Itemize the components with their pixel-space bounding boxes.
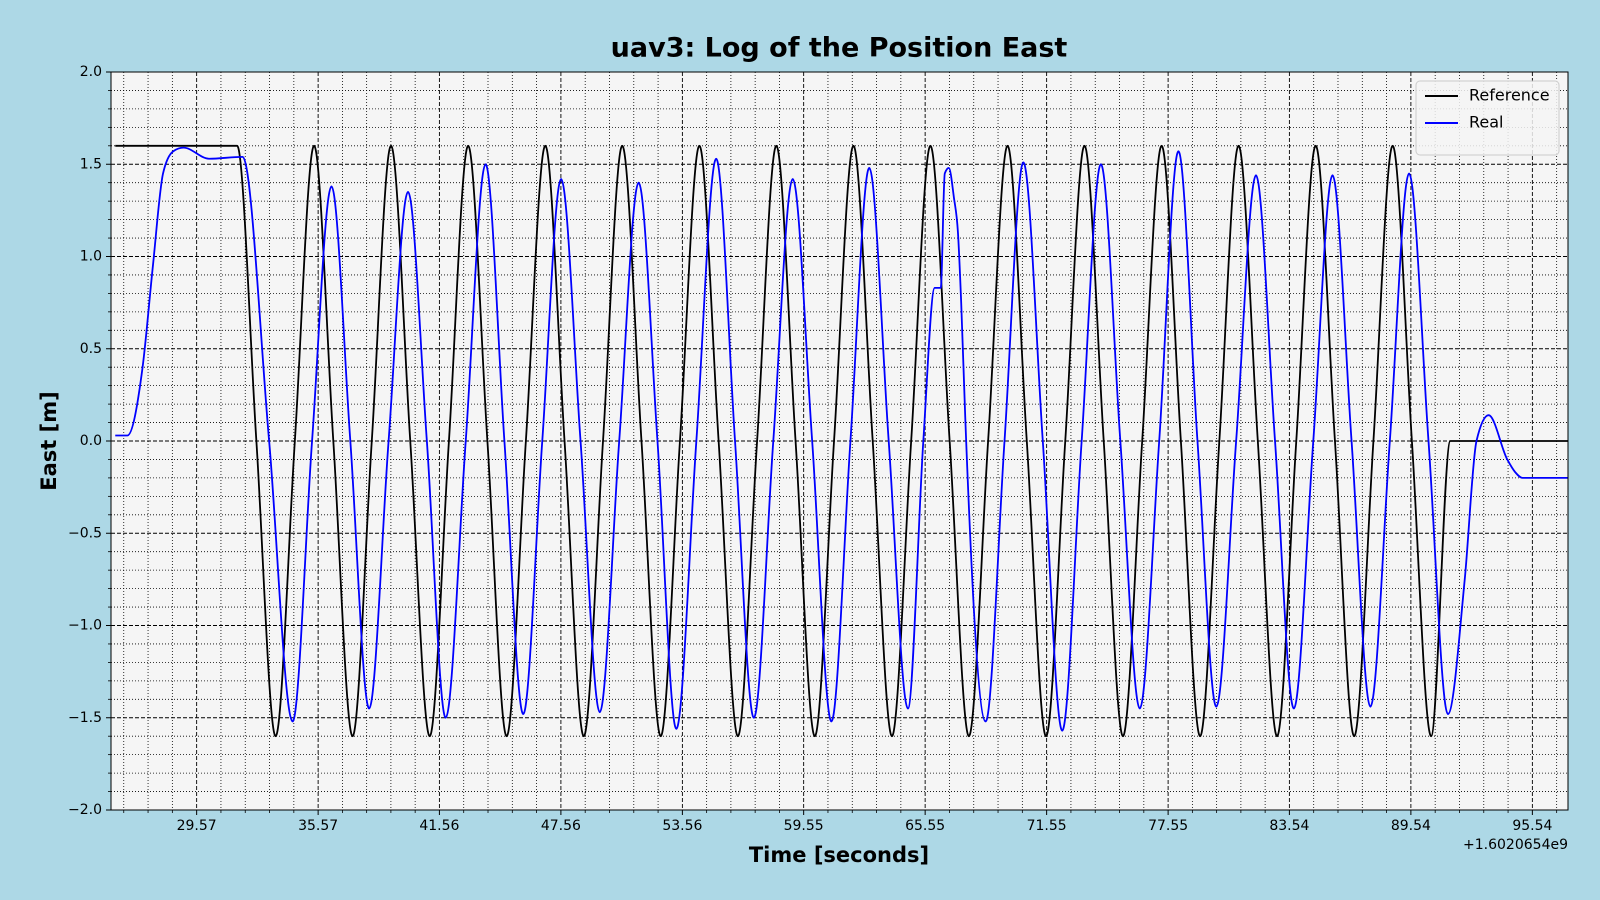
x-tick-label: 71.55 — [1027, 818, 1067, 834]
x-tick-label: 29.57 — [177, 818, 217, 834]
data-line — [115, 146, 1568, 732]
y-tick-label: −0.5 — [68, 525, 102, 541]
x-tick-label: 47.56 — [541, 818, 581, 834]
y-tick-label: −1.0 — [68, 618, 102, 634]
y-tick-label: 2.0 — [80, 64, 102, 80]
x-tick-label: 59.55 — [784, 818, 824, 834]
x-tick-label: 89.54 — [1391, 818, 1431, 834]
x-tick-label: 35.57 — [298, 818, 338, 834]
legend-label: Real — [1469, 113, 1504, 132]
y-tick-label: 0.5 — [80, 341, 102, 357]
plot-frame — [110, 71, 1569, 811]
y-tick-label: 1.0 — [80, 249, 102, 265]
x-offset-label: +1.6020654e9 — [1463, 837, 1568, 853]
legend-box — [1415, 80, 1560, 156]
chart-title: uav3: Log of the Position East — [611, 33, 1068, 64]
x-tick-label: 83.54 — [1269, 818, 1309, 834]
y-tick-label: −2.0 — [68, 802, 102, 818]
x-axis-label: Time [seconds] — [749, 843, 929, 867]
y-tick-label: 1.5 — [80, 156, 102, 172]
y-tick-label: −1.5 — [68, 710, 102, 726]
x-tick-label: 65.55 — [905, 818, 945, 834]
y-axis-label: East [m] — [37, 391, 61, 490]
x-tick-label: 41.56 — [419, 818, 459, 834]
x-tick-label: 53.56 — [662, 818, 702, 834]
y-tick-label: 0.0 — [80, 433, 102, 449]
data-line — [115, 144, 1568, 738]
x-tick-label: 77.55 — [1148, 818, 1188, 834]
legend-label: Reference — [1469, 86, 1550, 105]
x-tick-label: 95.54 — [1512, 818, 1552, 834]
